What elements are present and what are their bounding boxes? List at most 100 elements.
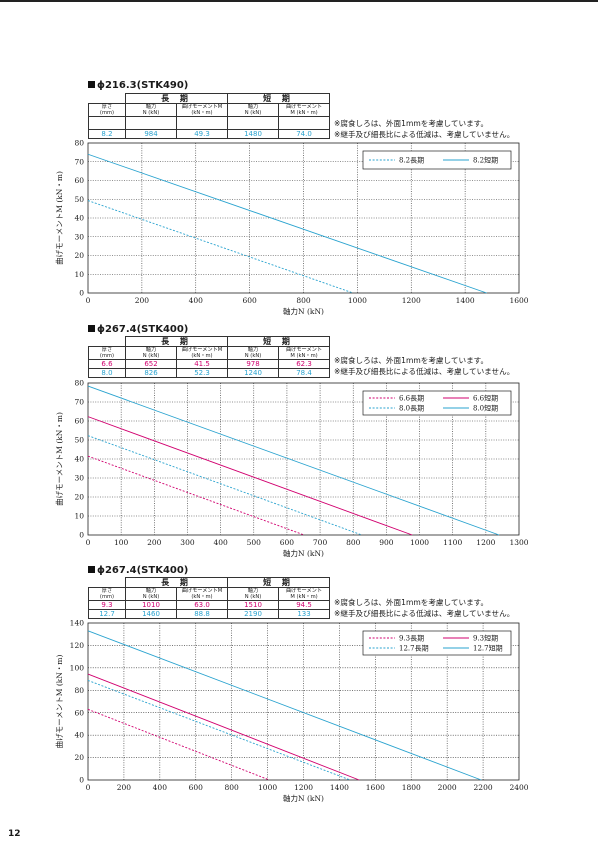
y-tick-label: 10 — [74, 270, 84, 279]
table-row: 9.3 1010 63.0 1510 94.5 — [88, 600, 330, 610]
table-row: 8.0 826 52.3 1240 78.4 — [88, 368, 330, 378]
plot-frame — [87, 142, 520, 294]
x-tick-label: 0 — [86, 296, 91, 305]
x-tick-label: 1600 — [366, 783, 385, 792]
y-tick-label: 20 — [74, 493, 84, 502]
x-tick-label: 0 — [86, 538, 91, 547]
x-tick-label: 1400 — [456, 296, 475, 305]
x-tick-label: 1000 — [348, 296, 367, 305]
y-tick-label: 120 — [70, 641, 85, 650]
series-line — [87, 200, 354, 294]
x-tick-label: 2000 — [438, 783, 457, 792]
x-tick-label: 200 — [135, 296, 150, 305]
x-tick-label: 600 — [280, 538, 295, 547]
series-line — [87, 153, 487, 294]
x-tick-label: 300 — [180, 538, 195, 547]
x-tick-label: 1300 — [509, 538, 528, 547]
y-tick-label: 60 — [74, 708, 84, 717]
series-line — [87, 385, 500, 536]
y-tick-label: 0 — [79, 289, 84, 298]
square-bullet-icon — [88, 325, 95, 332]
x-tick-label: 600 — [242, 296, 257, 305]
chart-1: 0 200 400 600 800 1000 1200 1400 1600 0 10 20 30 40 50… — [54, 139, 529, 316]
legend-label: 9.3短期 — [473, 634, 498, 643]
y-tick-label: 60 — [74, 176, 84, 185]
spec-table: 長 期 短 期 厚さ (mm) 軸力 N (kN) 曲げモーメントM (kN・m) 軸… — [88, 93, 330, 139]
table-row: 6.6 652 41.5 978 62.3 — [88, 359, 330, 369]
series-line — [87, 435, 363, 536]
x-tick-label: 1200 — [476, 538, 495, 547]
y-tick-label: 40 — [74, 214, 84, 223]
y-tick-label: 50 — [74, 195, 84, 204]
table-row: 8.2 984 49.3 1480 74.0 — [88, 129, 330, 139]
notes: ※腐食しろは、外面1mmを考慮しています。 ※継手及び細長比による低減は、考慮し… — [334, 598, 515, 618]
series-line — [87, 630, 482, 781]
notes: ※腐食しろは、外面1mmを考慮しています。 ※継手及び細長比による低減は、考慮し… — [334, 356, 515, 376]
legend-label: 6.6短期 — [473, 394, 498, 403]
y-tick-label: 80 — [74, 379, 84, 388]
legend-box — [362, 630, 512, 656]
y-tick-label: 40 — [74, 455, 84, 464]
y-tick-label: 80 — [74, 686, 84, 695]
spec-table: 長 期 短 期 厚さ (mm) 軸力 N (kN) 曲げモーメントM (kN・m) 軸… — [88, 336, 330, 378]
y-tick-label: 10 — [74, 512, 84, 521]
y-tick-label: 140 — [70, 619, 85, 628]
x-tick-label: 200 — [117, 783, 132, 792]
notes: ※腐食しろは、外面1mmを考慮しています。 ※継手及び細長比による低減は、考慮し… — [334, 119, 515, 139]
series-line — [87, 416, 413, 536]
y-axis-label: 曲げモーメントM (kN・m) — [54, 412, 64, 506]
x-tick-label: 1000 — [410, 538, 429, 547]
legend-label: 8.0短期 — [473, 404, 498, 413]
page-number: 12 — [8, 829, 21, 839]
x-tick-label: 100 — [114, 538, 129, 547]
x-tick-label: 0 — [86, 783, 91, 792]
x-tick-label: 1000 — [258, 783, 277, 792]
legend-label: 12.7短期 — [473, 644, 503, 653]
legend-label: 8.2長期 — [399, 157, 424, 165]
x-tick-label: 500 — [247, 538, 262, 547]
group-long: 長 期 — [125, 336, 228, 347]
legend-label: 8.2短期 — [473, 156, 498, 165]
legend-label: 8.0長期 — [399, 405, 424, 413]
series-line — [87, 455, 305, 536]
square-bullet-icon — [88, 81, 95, 88]
legend-box — [362, 390, 512, 416]
x-tick-label: 1200 — [402, 296, 421, 305]
x-tick-label: 900 — [379, 538, 394, 547]
legend-label: 6.6長期 — [399, 395, 424, 403]
y-axis-label: 曲げモーメントM (kN・m) — [54, 655, 64, 749]
y-tick-label: 30 — [74, 232, 84, 241]
x-tick-label: 1800 — [402, 783, 421, 792]
x-axis-label: 軸力N (kN) — [283, 548, 324, 558]
square-bullet-icon — [88, 566, 95, 573]
table-row: 12.7 1460 88.8 2190 133 — [88, 609, 330, 619]
series-line — [87, 679, 351, 781]
group-short: 短 期 — [227, 336, 330, 347]
x-axis-label: 軸力N (kN) — [283, 306, 324, 316]
plot-frame — [87, 382, 520, 536]
y-tick-label: 40 — [74, 731, 84, 740]
plot-frame — [87, 622, 520, 781]
section-title: ϕ216.3(STK490) — [88, 80, 188, 91]
x-tick-label: 1600 — [509, 296, 528, 305]
x-tick-label: 600 — [189, 783, 204, 792]
y-tick-label: 70 — [74, 157, 84, 166]
legend-box — [362, 150, 512, 170]
group-long: 長 期 — [125, 93, 228, 104]
chart-2: 0 100 200 300 400 500 600 700 800 900 1000 1100 1200… — [54, 379, 529, 558]
y-tick-label: 20 — [74, 251, 84, 260]
y-tick-label: 0 — [79, 531, 84, 540]
x-tick-label: 400 — [153, 783, 168, 792]
spec-table: 長 期 短 期 厚さ (mm) 軸力 N (kN) 曲げモーメントM (kN・m) 軸… — [88, 577, 330, 619]
y-axis-label: 曲げモーメントM (kN・m) — [54, 171, 64, 265]
section-title: ϕ267.4(STK400) — [88, 565, 188, 576]
series-line — [87, 708, 270, 781]
group-long: 長 期 — [125, 577, 228, 588]
y-tick-label: 50 — [74, 436, 84, 445]
x-tick-label: 800 — [225, 783, 240, 792]
x-tick-label: 2200 — [474, 783, 493, 792]
x-tick-label: 1200 — [294, 783, 313, 792]
x-tick-label: 800 — [346, 538, 361, 547]
y-tick-label: 80 — [74, 139, 84, 148]
x-tick-label: 800 — [296, 296, 311, 305]
